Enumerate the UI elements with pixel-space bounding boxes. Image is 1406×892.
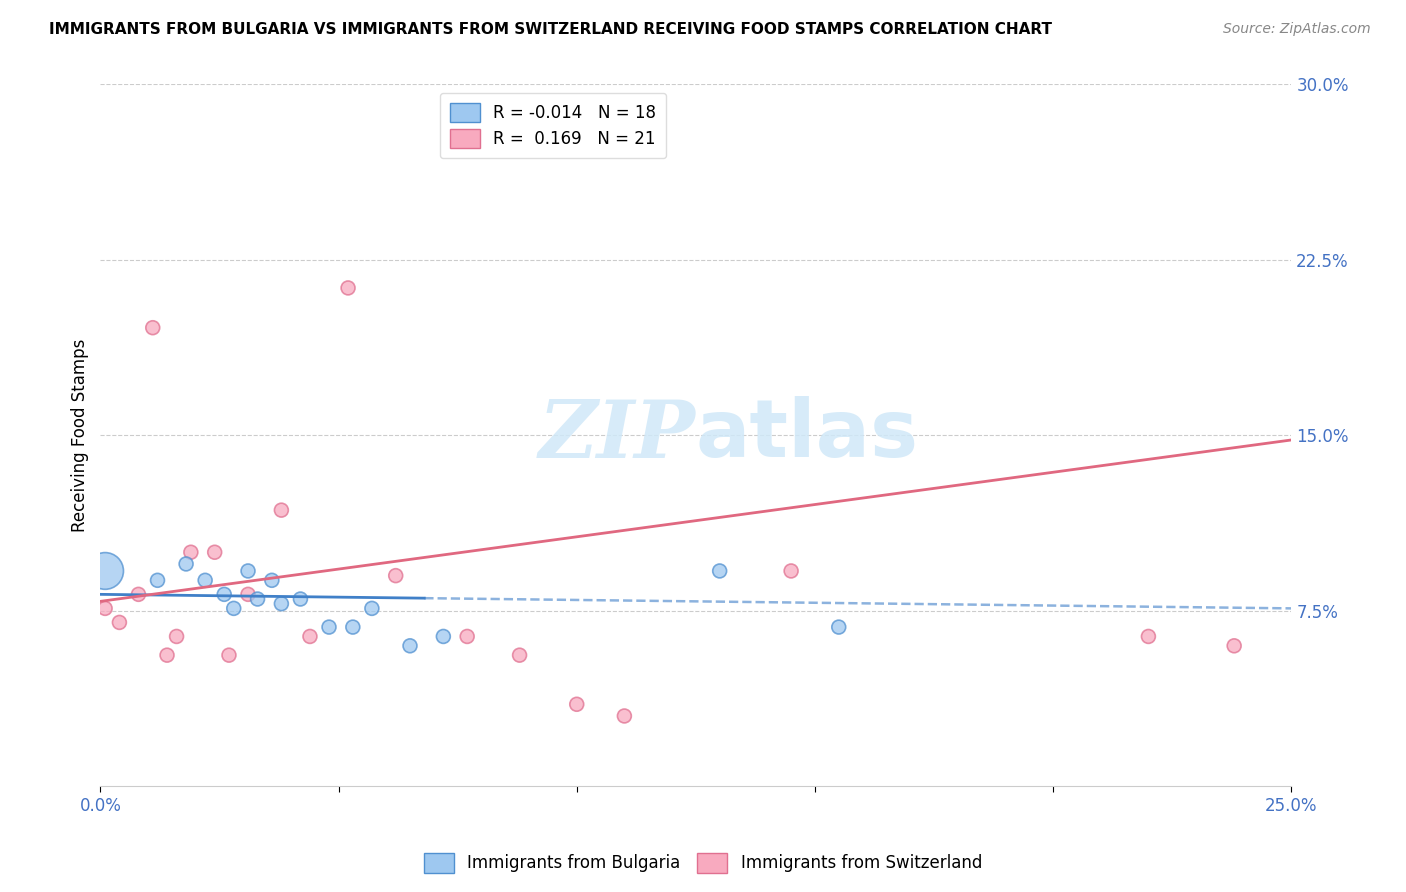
Text: IMMIGRANTS FROM BULGARIA VS IMMIGRANTS FROM SWITZERLAND RECEIVING FOOD STAMPS CO: IMMIGRANTS FROM BULGARIA VS IMMIGRANTS F… [49,22,1052,37]
Point [156,648,179,662]
Point [174,557,197,571]
Point [222,601,245,615]
Point [142,320,165,334]
Legend: R = -0.014   N = 18, R =  0.169   N = 21: R = -0.014 N = 18, R = 0.169 N = 21 [440,93,666,158]
Point [166,630,188,644]
Point [94,564,117,578]
Point [565,698,588,712]
Point [204,545,226,559]
Point [260,574,283,588]
Point [399,639,422,653]
Point [194,574,217,588]
Point [456,630,478,644]
Text: ZIP: ZIP [538,397,696,474]
Point [318,620,340,634]
Point [509,648,531,662]
Point [613,709,636,723]
Point [127,587,149,601]
Point [384,568,406,582]
Point [236,587,259,601]
Point [146,574,169,588]
Point [236,564,259,578]
Point [298,630,321,644]
Point [342,620,364,634]
Point [337,281,360,295]
Point [1223,639,1246,653]
Point [180,545,202,559]
Point [94,601,117,615]
Point [361,601,384,615]
Point [108,615,131,630]
Point [270,597,292,611]
Point [290,592,312,607]
Point [1137,630,1160,644]
Y-axis label: Receiving Food Stamps: Receiving Food Stamps [72,339,89,532]
Point [780,564,803,578]
Point [270,503,292,517]
Point [709,564,731,578]
Legend: Immigrants from Bulgaria, Immigrants from Switzerland: Immigrants from Bulgaria, Immigrants fro… [418,847,988,880]
Point [218,648,240,662]
Point [432,630,454,644]
Point [828,620,851,634]
Point [212,587,235,601]
Text: Source: ZipAtlas.com: Source: ZipAtlas.com [1223,22,1371,37]
Text: atlas: atlas [696,396,920,475]
Point [246,592,269,607]
